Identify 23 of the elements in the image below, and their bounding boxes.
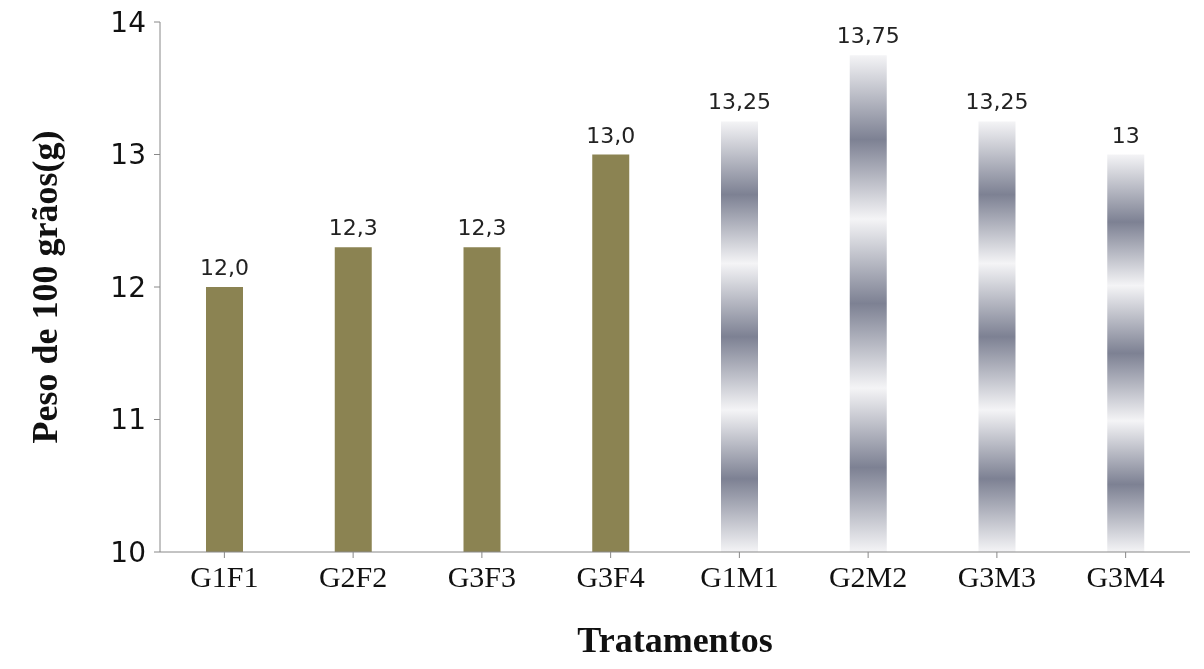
data-label: 13,75 (836, 23, 900, 49)
x-tick-label: G2M2 (828, 560, 908, 594)
x-tick-label: G3F4 (576, 560, 645, 594)
x-tick-label: G3M4 (1086, 560, 1165, 594)
data-label: 13,25 (708, 89, 771, 115)
y-tick-label: 12 (110, 270, 146, 304)
data-label: 13,0 (586, 122, 636, 148)
data-label: 13 (1111, 122, 1140, 148)
y-axis-title: Peso de 100 grãos(g) (24, 130, 65, 444)
y-tick-label: 11 (110, 403, 146, 437)
data-label: 12,3 (328, 215, 378, 241)
x-axis-title: Tratamentos (577, 620, 773, 660)
data-label: 13,25 (965, 89, 1029, 115)
y-tick-label: 13 (110, 138, 146, 172)
x-tick-label: G3M3 (957, 560, 1037, 594)
data-label: 12,3 (457, 215, 507, 241)
x-tick-label: G2F2 (318, 560, 388, 594)
x-tick-label: G1F1 (190, 560, 259, 594)
y-tick-label: 14 (110, 5, 146, 39)
x-tick-label: G3F3 (447, 560, 517, 594)
y-tick-label: 10 (110, 535, 146, 569)
data-label: 12,0 (200, 255, 249, 280)
x-tick-label: G1M1 (700, 560, 779, 594)
